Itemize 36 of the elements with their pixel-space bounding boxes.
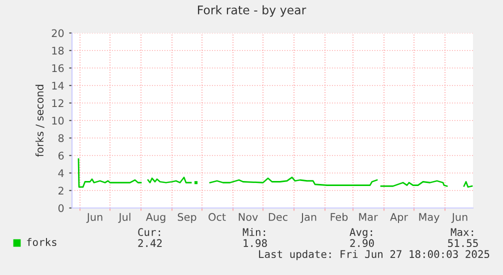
text: Avg: [350, 228, 372, 238]
x-tick-label: Dec [268, 213, 288, 221]
y-tick-label: 12 [52, 99, 64, 107]
y-tick-label: 18 [52, 46, 64, 55]
y-tick-label: 2 [58, 186, 64, 194]
x-tick-label: Feb [330, 212, 348, 221]
x-tick-label: Jan [300, 213, 316, 223]
x-tick-label: Nov [238, 213, 258, 221]
x-tick-label: Mar [359, 213, 378, 221]
text: Cur: [138, 228, 160, 236]
y-tick-label: 0 [58, 204, 64, 212]
x-tick-label: Oct [208, 213, 226, 221]
x-tick-label: Sep [178, 213, 196, 223]
x-tick-label: Apr [390, 213, 408, 223]
y-tick-label: 16 [52, 64, 64, 72]
y-tick-label: 20 [52, 29, 64, 38]
text: 1.98 [244, 239, 267, 248]
text: 2.90 [350, 239, 374, 248]
y-tick-label: 4 [58, 169, 64, 177]
text: Min: [242, 228, 266, 236]
y-tick-label: 14 [52, 82, 64, 90]
y-tick-label: 6 [58, 152, 64, 160]
text: 2.42 [138, 239, 162, 247]
x-tick-label: Jul [118, 212, 130, 223]
x-tick-label: May [419, 213, 440, 223]
y-tick-label: 8 [58, 134, 64, 142]
x-tick-label: Aug [146, 213, 166, 223]
chart-title: Fork rate - by year [198, 5, 306, 17]
x-tick-label: Jun [451, 213, 468, 223]
legend-label: forks [26, 238, 56, 246]
y-tick-label: 10 [52, 116, 64, 125]
x-tick-label: Jun [86, 213, 102, 223]
text: Last update: Fri Jun 27 18:00:03 2025 [259, 250, 490, 260]
y-axis-title: forks / second [35, 84, 44, 157]
text: 51.55 [448, 239, 478, 248]
text: Max: [450, 228, 474, 236]
